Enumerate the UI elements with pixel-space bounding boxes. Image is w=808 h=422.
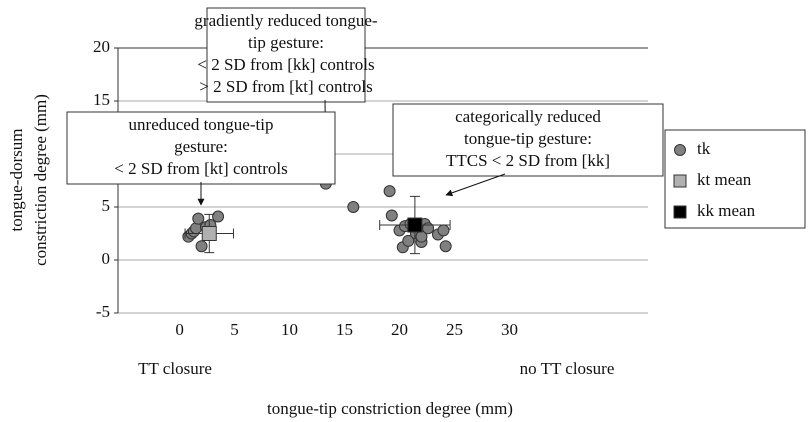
x-tick-label: 20: [391, 320, 408, 339]
y-tick-label: 5: [102, 196, 111, 215]
annotation-arrow: [445, 173, 506, 197]
annotation-text: < 2 SD from [kt] controls: [114, 159, 287, 178]
point: [402, 234, 415, 247]
point: [437, 224, 450, 237]
legend-marker: [673, 174, 687, 188]
point: [385, 209, 398, 222]
x-tick-label: 10: [281, 320, 298, 339]
annotation-text: tongue-tip gesture:: [464, 129, 592, 148]
y-tick-label: 15: [93, 90, 110, 109]
x-tick-label: 0: [175, 320, 184, 339]
x-axis-label: tongue-tip constriction degree (mm): [267, 399, 513, 418]
point: [195, 240, 208, 253]
point: [439, 240, 452, 253]
point: [347, 201, 360, 213]
x-tick-label: 25: [446, 320, 463, 339]
annotation-box: [392, 103, 664, 177]
legend-marker: [673, 205, 687, 219]
mean-marker: [201, 226, 217, 241]
y-tick-label: 20: [93, 37, 110, 56]
annotation-text: < 2 SD from [kk] controls: [197, 55, 374, 74]
annotation-text: categorically reduced: [455, 107, 601, 126]
x-tick-label: 15: [336, 320, 353, 339]
annotation-box: [206, 7, 366, 103]
legend-label: kk mean: [697, 201, 756, 220]
point: [212, 210, 225, 223]
y-axis-label: tongue-dorsum: [7, 129, 26, 232]
y-axis-label: constriction degree (mm): [31, 94, 50, 266]
annotation-box: [66, 111, 336, 185]
y-tick-label: 0: [102, 249, 111, 268]
annotation-text: tip gesture:: [248, 33, 324, 52]
y-tick-label: -5: [96, 302, 110, 321]
x-end-label: TT closure: [138, 359, 212, 378]
legend-box: [664, 129, 806, 229]
annotation-text: TTCS < 2 SD from [kk]: [446, 151, 610, 170]
legend-label: kt mean: [697, 170, 752, 189]
mean-marker: [407, 217, 423, 233]
point: [383, 185, 396, 198]
annotation-text: gesture:: [174, 137, 228, 156]
annotation-text: > 2 SD from [kt] controls: [199, 77, 372, 96]
legend-marker: [674, 144, 686, 156]
annotation-text: gradiently reduced tongue-: [194, 11, 377, 30]
annotation-text: unreduced tongue-tip: [129, 115, 274, 134]
point: [192, 212, 205, 225]
x-end-label: no TT closure: [520, 359, 615, 378]
legend-label: tk: [697, 139, 711, 158]
x-tick-label: 5: [230, 320, 239, 339]
x-tick-label: 30: [501, 320, 518, 339]
point: [422, 222, 435, 235]
